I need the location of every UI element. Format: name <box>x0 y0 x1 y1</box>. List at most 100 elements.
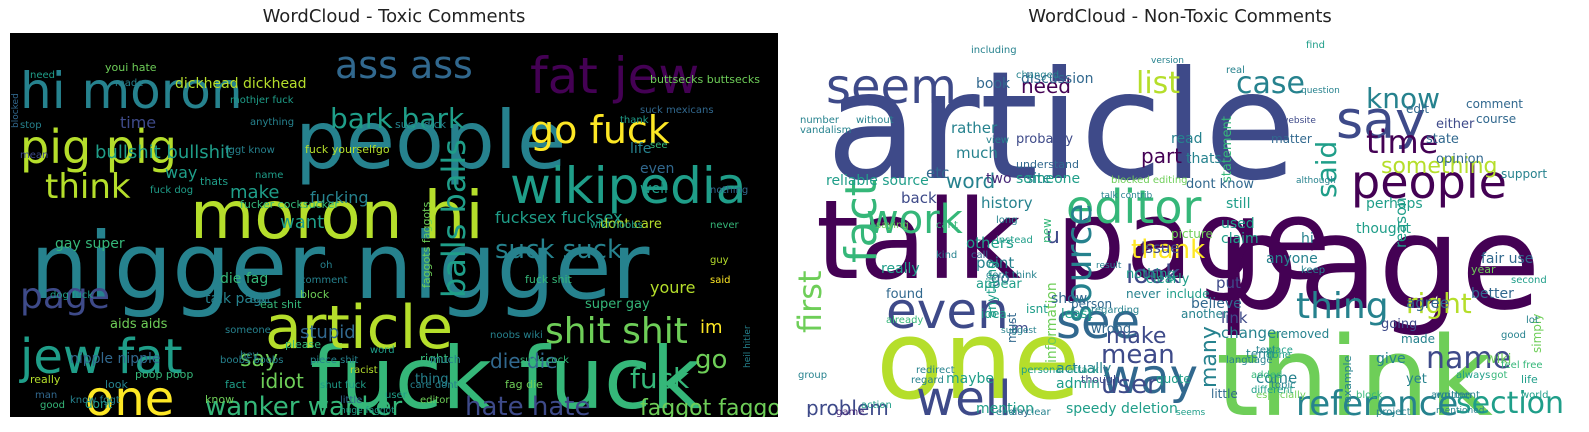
toxic-word: want <box>280 212 324 233</box>
toxic-word: boobs boobs <box>220 355 283 366</box>
nontoxic-word: already <box>886 315 923 326</box>
nontoxic-word: maybe <box>946 371 994 387</box>
nontoxic-word: simply <box>1530 314 1544 353</box>
nontoxic-word: actually <box>1056 361 1111 377</box>
nontoxic-word: something <box>1381 154 1497 179</box>
nontoxic-word: redirect <box>916 365 955 376</box>
nontoxic-word: work <box>866 197 964 243</box>
nontoxic-word: lot <box>1526 315 1539 326</box>
nontoxic-word: really <box>881 261 920 277</box>
nontoxic-word: instead <box>996 235 1033 246</box>
toxic-word: edit <box>250 293 272 306</box>
toxic-word: even <box>640 161 674 177</box>
nontoxic-word: vandalism <box>800 125 851 136</box>
nontoxic-word: clearly <box>1146 272 1190 287</box>
nontoxic-word: mention <box>976 401 1034 417</box>
nontoxic-word: claim <box>1221 231 1259 247</box>
toxic-word: hey <box>240 350 258 361</box>
nontoxic-word: quote <box>1156 372 1191 386</box>
nontoxic-word: section <box>1456 386 1564 417</box>
toxic-word: make <box>230 182 279 203</box>
toxic-word: never <box>710 220 740 231</box>
toxic-word: comment <box>300 275 348 286</box>
nontoxic-word: include <box>1166 287 1209 301</box>
toxic-word: heil hitler <box>743 325 753 368</box>
toxic-word: dickhead dickhead <box>175 76 307 92</box>
nontoxic-word: language <box>1226 355 1273 366</box>
nontoxic-word: nothing <box>1126 267 1176 282</box>
toxic-word: oh <box>320 260 332 271</box>
toxic-word: dont <box>85 397 113 411</box>
nontoxic-word: real <box>1226 65 1245 76</box>
nontoxic-word: wiki <box>1486 352 1511 367</box>
toxic-word: youre <box>650 278 695 297</box>
nontoxic-word: group <box>798 370 827 381</box>
nontoxic-word: seems <box>1176 408 1206 417</box>
toxic-word: fuck dog <box>150 185 193 196</box>
nontoxic-word: thank <box>1131 235 1205 265</box>
toxic-word: nothing <box>710 185 748 196</box>
toxic-word: hi moron <box>20 62 243 120</box>
nontoxic-word: question <box>1301 86 1340 96</box>
nontoxic-word: got <box>1491 370 1507 381</box>
nontoxic-word: little <box>1211 387 1238 401</box>
nontoxic-word: personal attack <box>1021 365 1099 376</box>
nontoxic-word: im <box>1011 321 1029 337</box>
nontoxic-word: saying <box>876 220 909 231</box>
toxic-word: faggot faggot <box>640 396 778 417</box>
nontoxic-word: least <box>1061 307 1092 322</box>
nontoxic-word: page <box>1216 187 1541 339</box>
nontoxic-word: example <box>1341 355 1354 403</box>
nontoxic-word: probably <box>1016 132 1073 147</box>
nontoxic-word: found <box>886 287 923 302</box>
toxic-word: name <box>255 170 283 181</box>
toxic-word: suck dick <box>395 118 447 131</box>
nontoxic-word: speedy deletion <box>1066 401 1178 417</box>
nontoxic-word: editor <box>1066 180 1201 234</box>
nontoxic-word: point <box>976 254 1014 272</box>
toxic-word: racist <box>350 365 378 376</box>
nontoxic-word: first <box>796 270 829 333</box>
toxic-word: see <box>650 140 668 151</box>
toxic-word: little <box>340 395 362 406</box>
toxic-word: block <box>300 288 330 301</box>
toxic-word: nigger nigger <box>30 213 650 320</box>
toxic-word: moron hi <box>190 177 484 254</box>
nontoxic-word: feel free <box>1501 360 1543 371</box>
nontoxic-word: reason <box>1392 197 1410 248</box>
toxic-word: die fag <box>220 271 268 287</box>
nontoxic-word: added <box>1251 370 1282 381</box>
toxic-word: bullshit bullshit <box>95 142 232 163</box>
nontoxic-word: people <box>1351 155 1507 209</box>
nontoxic-word: topic <box>1271 380 1296 391</box>
nontoxic-word: including <box>971 45 1017 56</box>
nontoxic-word: anyone <box>1266 251 1318 267</box>
toxic-word: shit shit <box>545 311 688 352</box>
toxic-word: people <box>295 94 566 187</box>
nontoxic-word: one <box>876 296 1081 417</box>
nontoxic-word: history <box>981 194 1033 212</box>
toxic-word: fggt know <box>225 145 275 156</box>
toxic-word: page <box>20 276 110 317</box>
nontoxic-word: know <box>1366 82 1440 115</box>
toxic-word: piece shit <box>310 355 358 366</box>
toxic-word: fat jew <box>530 47 699 105</box>
nontoxic-word: made <box>1401 332 1435 346</box>
toxic-word: thank <box>620 115 649 126</box>
nontoxic-word: way <box>1101 349 1198 405</box>
nontoxic-word: hi <box>1301 231 1314 247</box>
toxic-word: dog fuck <box>50 290 93 301</box>
nontoxic-word: time <box>1366 123 1438 161</box>
nontoxic-word: result <box>1096 261 1122 271</box>
nontoxic-word: right <box>1406 287 1472 320</box>
nontoxic-word: isnt <box>1026 302 1048 316</box>
title-nontoxic: WordCloud - Non-Toxic Comments <box>1028 6 1332 27</box>
toxic-word: look <box>105 378 129 391</box>
nontoxic-word: blocked editing <box>1111 175 1188 186</box>
nontoxic-word: keep <box>1301 265 1325 276</box>
nontoxic-word: site <box>1026 171 1051 187</box>
toxic-word: blocked <box>11 93 21 128</box>
toxic-word: know fggt <box>70 395 120 406</box>
nontoxic-word: person <box>1071 297 1112 311</box>
